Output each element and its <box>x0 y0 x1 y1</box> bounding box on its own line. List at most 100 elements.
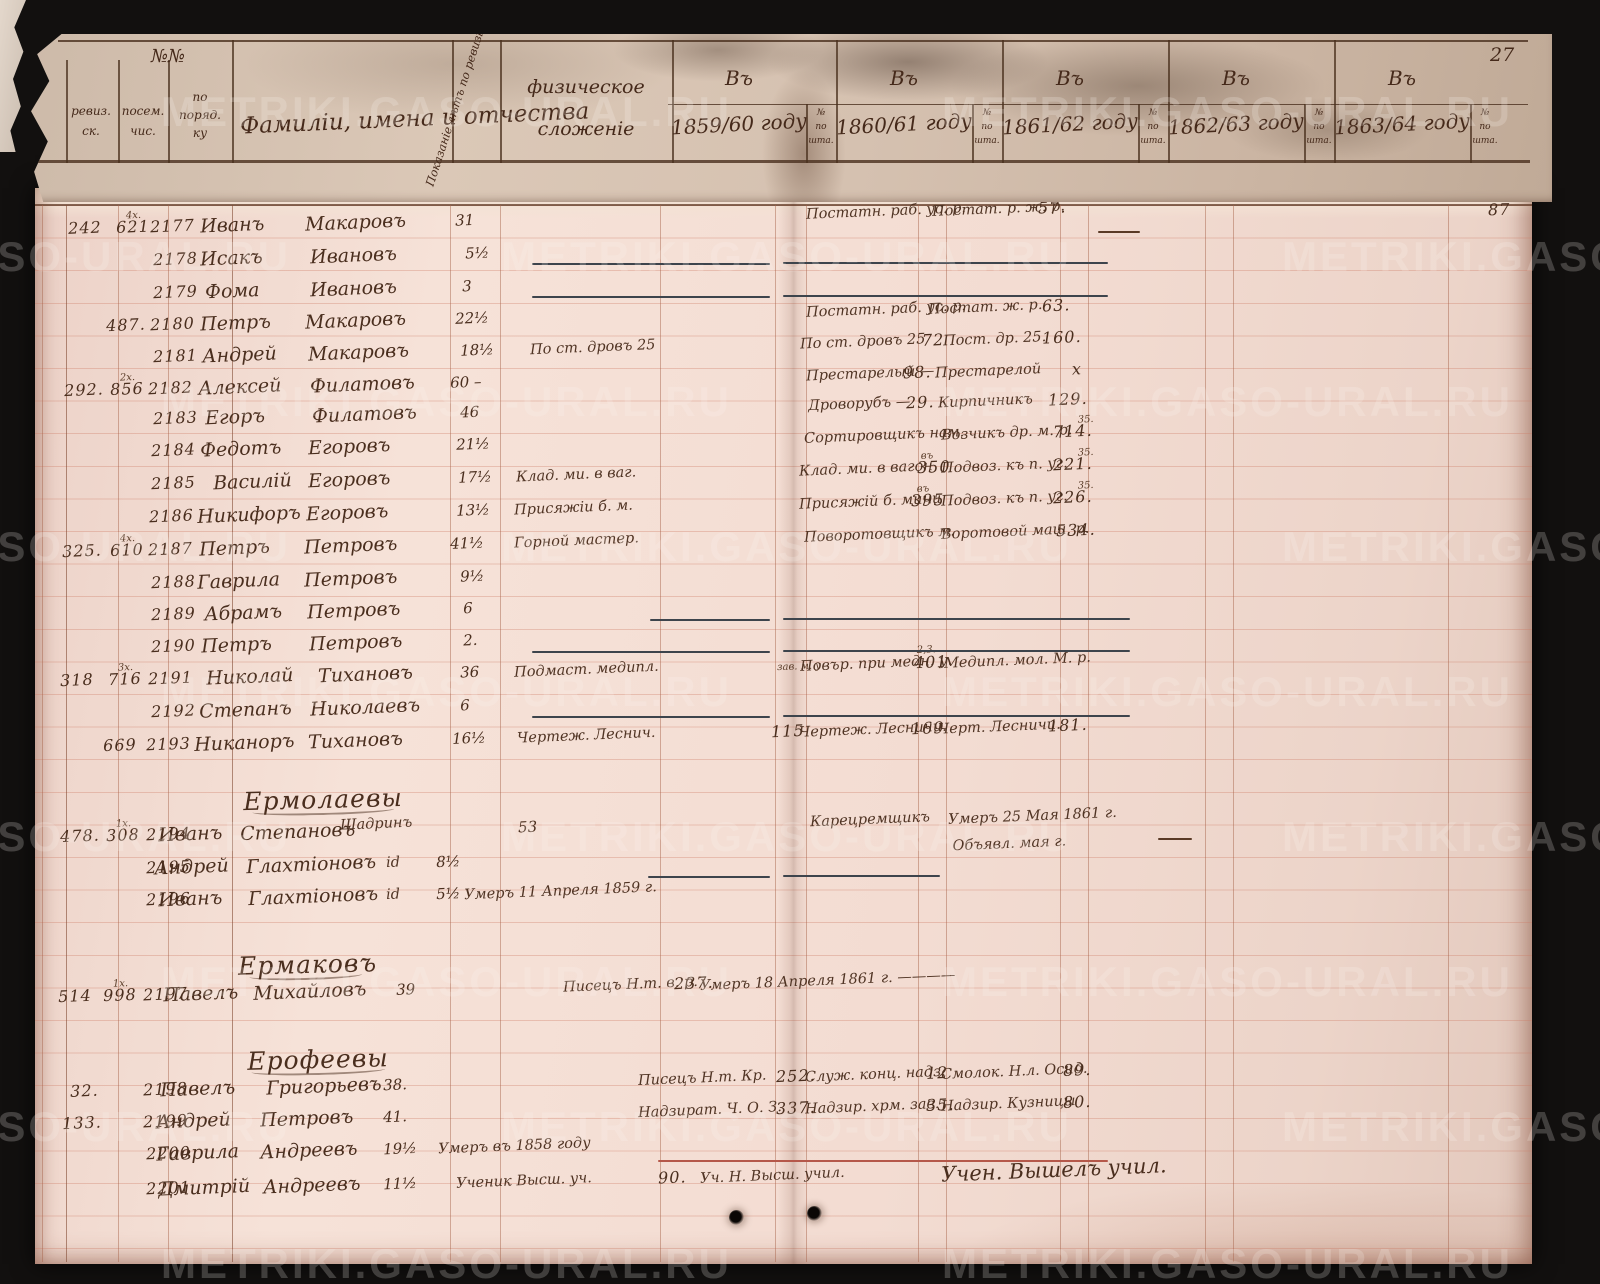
cell-age: 16½ <box>451 728 487 748</box>
column-header-staff-number: № <box>1314 108 1324 118</box>
column-header-order: по <box>192 90 208 104</box>
column-header-staff-number: шта. <box>808 136 834 146</box>
table-top-border <box>35 204 1532 206</box>
page-crease <box>778 188 808 1264</box>
cell-age: 39 <box>395 980 416 999</box>
cell-year-1861-number: 160. <box>1041 326 1082 348</box>
cell-patronymic: Глахтiоновъ <box>247 882 379 911</box>
cell-first-name: Павелъ <box>159 1076 236 1102</box>
cell-order-number: 2184 <box>150 439 197 461</box>
cell-age: 31 <box>454 210 475 230</box>
page-number-body: 87 <box>1487 199 1511 220</box>
cell-patronymic: Андреевъ <box>259 1137 358 1164</box>
cell-year-1861-number: 89. <box>1062 1059 1092 1081</box>
cell-patronymic: Григорьевъ <box>265 1072 383 1100</box>
cell-order-number: 2182 <box>147 377 194 399</box>
column-header-year-1859: Въ <box>724 66 754 90</box>
column-header-revision: ревиз. <box>71 104 111 118</box>
column-line <box>118 205 119 1262</box>
cell-number-sup: въ <box>920 450 934 462</box>
cell-first-name: Абрамъ <box>203 600 283 626</box>
column-header-physical: физическое <box>527 76 645 98</box>
cell-year-1860-note: Дроворубъ — <box>807 393 911 415</box>
cell-revision-number: 133. <box>61 1112 103 1134</box>
section-header-ermakov: Ермаковъ <box>237 948 378 981</box>
cell-number-sup: 35. <box>1077 446 1094 459</box>
header-column-line <box>972 104 974 163</box>
cell-revision-number: 478. <box>59 825 101 847</box>
red-rule-line <box>658 1160 1108 1162</box>
cell-age: 13½ <box>455 500 491 520</box>
ink-rule-line <box>532 716 770 718</box>
cell-patronymic: Егоровъ <box>307 466 391 493</box>
column-header-year-1860: Въ <box>889 66 919 90</box>
column-header-staff-number: по <box>981 122 993 132</box>
cell-age: 5½ <box>435 884 461 904</box>
column-header-staff-number: по <box>1147 122 1159 132</box>
column-header-year-1861: Въ <box>1055 66 1085 90</box>
cell-order-number: 2181 <box>152 345 199 367</box>
header-column-line <box>66 60 68 163</box>
cell-age: 21½ <box>455 434 491 454</box>
column-header-staff-number: по <box>1313 122 1325 132</box>
cell-age: 38. <box>382 1075 408 1095</box>
cell-age: 60 – <box>449 372 482 392</box>
cell-number-sup: 2х. <box>119 372 136 384</box>
cell-first-name: Андрей <box>153 854 230 880</box>
cell-name-extra: id <box>385 886 401 904</box>
column-header-family: посем. <box>121 104 165 118</box>
section-header-ermolaevy: Ермолаевы <box>238 783 408 816</box>
cell-patronymic: Макаровъ <box>304 209 407 236</box>
header-column-line <box>836 40 838 163</box>
punch-hole <box>729 1210 744 1225</box>
ink-rule-line <box>532 263 770 265</box>
header-column-line <box>500 40 502 163</box>
cell-age: 17½ <box>457 467 493 487</box>
cell-number-sup: 35. <box>1077 479 1094 492</box>
header-column-line <box>1002 40 1004 163</box>
column-line <box>1060 205 1061 1262</box>
column-line <box>775 205 776 1262</box>
header-column-line <box>672 40 674 163</box>
cell-age: 36 <box>459 662 480 682</box>
cell-patronymic: Петровъ <box>259 1105 354 1132</box>
column-header-staff-number: № <box>816 108 826 118</box>
cell-patronymic: Ивановъ <box>309 275 398 302</box>
ink-rule-line <box>783 295 1108 297</box>
cell-year-1861-number: 129. <box>1047 388 1088 410</box>
cell-year-1861-number: 534. <box>1055 519 1096 541</box>
column-line <box>1088 205 1089 1262</box>
punch-hole <box>807 1206 822 1221</box>
ink-rule-line <box>783 650 1130 652</box>
cell-patronymic: Егоровъ <box>307 433 391 460</box>
column-header-staff-number: по <box>1479 122 1491 132</box>
cell-first-name: Фома <box>204 279 260 304</box>
column-header-year-1863: Въ <box>1387 66 1417 90</box>
cell-order-number: 2191 <box>147 667 194 689</box>
column-header-order: поряд. <box>179 108 221 122</box>
cell-year-1859-number: 90. <box>657 1167 687 1188</box>
cell-patronymic: Петровъ <box>308 629 403 656</box>
cell-age: 5½ <box>464 243 490 263</box>
cell-first-name: Никаноръ <box>193 729 295 756</box>
header-column-line <box>168 60 170 163</box>
cell-first-name: Павелъ <box>162 981 239 1007</box>
cell-order-number: 2188 <box>150 571 197 593</box>
cell-number-sup: 3х. <box>117 662 134 674</box>
cell-first-name: Андрей <box>155 1108 232 1134</box>
cell-patronymic: Петровъ <box>303 532 398 559</box>
cell-patronymic: Макаровъ <box>304 307 407 334</box>
cell-age: 41½ <box>449 533 485 553</box>
cell-year-1860-number: 72 <box>921 329 945 350</box>
ledger-body-page <box>35 188 1532 1264</box>
cell-first-name: Никифоръ <box>196 501 302 528</box>
cell-patronymic: Ивановъ <box>309 242 398 269</box>
cell-number-sup: въ <box>916 483 930 495</box>
cell-age: 46 <box>459 402 480 422</box>
cell-family-number: 487. <box>105 314 147 336</box>
column-header-staff-number: по <box>815 122 827 132</box>
column-line <box>168 205 169 1262</box>
column-line <box>42 205 43 1262</box>
page-number-header: 27 <box>1490 44 1515 66</box>
